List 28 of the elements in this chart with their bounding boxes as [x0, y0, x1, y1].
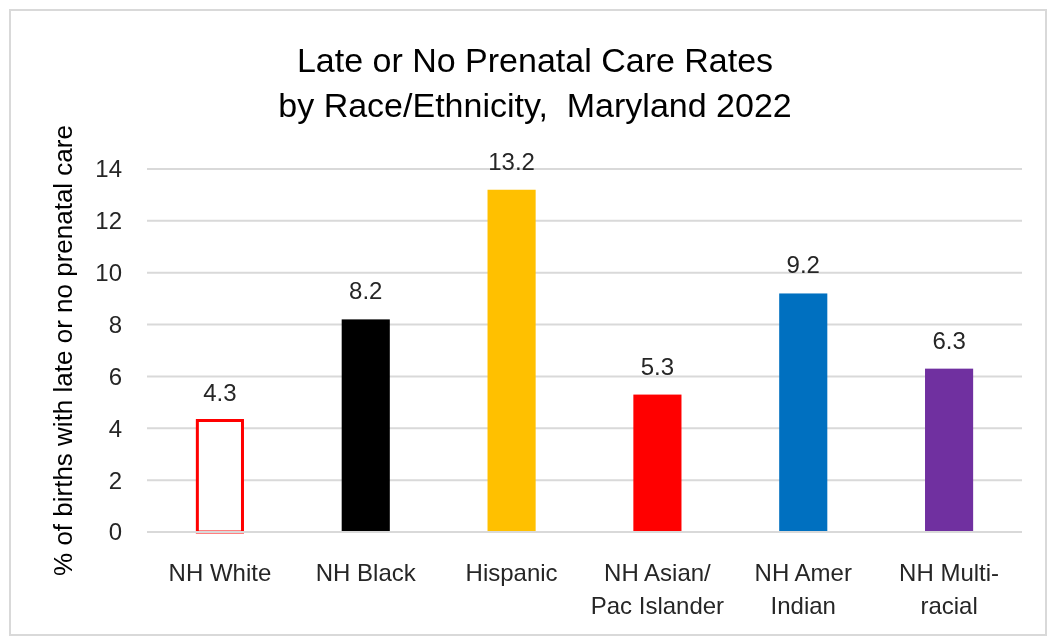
y-tick-label: 8 — [108, 310, 122, 338]
bar — [779, 293, 828, 532]
y-tick-label: 4 — [108, 414, 122, 442]
y-tick-label: 10 — [95, 259, 122, 287]
data-label: 4.3 — [203, 378, 237, 406]
data-label: 8.2 — [349, 277, 383, 305]
y-tick-label: 0 — [108, 518, 122, 546]
bar — [195, 419, 244, 534]
chart-title: Late or No Prenatal Care Rates by Race/Ethnicity, Maryland 2022 — [278, 41, 792, 124]
x-tick-label: NH Amer Indian — [754, 559, 852, 619]
y-tick-label: 12 — [95, 207, 122, 235]
bar — [341, 319, 390, 532]
x-tick-label: NH White — [168, 559, 272, 586]
x-tick-label: NH Multi- racial — [899, 559, 1000, 619]
x-tick-label: Hispanic — [465, 559, 558, 586]
data-label: 5.3 — [640, 352, 675, 380]
y-axis-title: % of births with late or no prenatal care — [48, 125, 78, 576]
y-tick-label: 2 — [108, 466, 122, 494]
data-label: 9.2 — [786, 251, 820, 279]
bar — [487, 189, 536, 532]
bar — [925, 368, 974, 532]
data-label: 6.3 — [932, 326, 966, 354]
data-label: 13.2 — [488, 147, 535, 175]
y-tick-label: 14 — [95, 155, 122, 183]
x-tick-label: NH Asian/ Pac Islander — [590, 559, 725, 619]
y-tick-label: 6 — [108, 362, 122, 390]
x-tick-label: NH Black — [315, 559, 417, 586]
bar — [633, 394, 682, 532]
